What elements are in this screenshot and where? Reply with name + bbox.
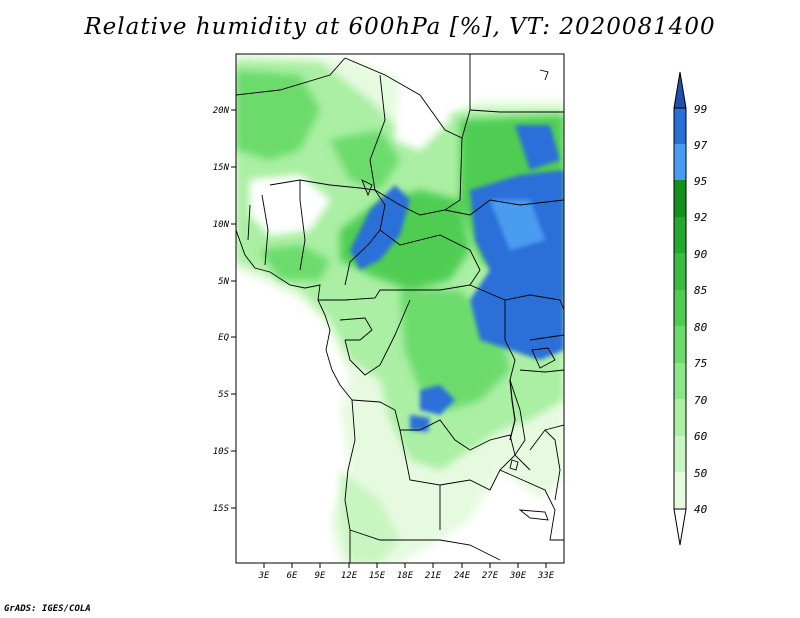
- lon-label: 15E: [369, 571, 386, 581]
- map-frame: [235, 53, 565, 564]
- longitude-labels: 3E 6E 9E 12E 15E 18E 21E 24E 27E 30E 33E: [258, 571, 555, 581]
- grads-credit: GrADS: IGES/COLA: [4, 604, 91, 614]
- colorbar-swatch: [674, 290, 686, 326]
- lon-label: 12E: [341, 571, 358, 581]
- lon-label: 6E: [287, 571, 298, 581]
- lat-label: EQ: [218, 333, 229, 343]
- colorbar-swatch: [674, 326, 686, 363]
- lat-label: 10N: [213, 220, 230, 230]
- lat-label: 20N: [213, 106, 230, 116]
- lat-label: 10S: [213, 447, 230, 457]
- axis-ticks: [231, 109, 547, 568]
- colorbar-swatch: [674, 217, 686, 253]
- colorbar-swatch: [674, 363, 686, 399]
- lon-label: 9E: [315, 571, 326, 581]
- colorbar-label: 70: [694, 394, 708, 407]
- colorbar-label: 80: [694, 321, 708, 334]
- lon-label: 24E: [454, 571, 471, 581]
- colorbar-label: 85: [694, 284, 707, 297]
- lat-label: 15N: [213, 163, 230, 173]
- colorbar-label: 90: [694, 248, 708, 261]
- colorbar-swatch: [674, 436, 686, 472]
- colorbar-label: 97: [694, 139, 708, 152]
- colorbar-swatch: [674, 144, 686, 180]
- colorbar-label: 95: [694, 175, 707, 188]
- lat-label: 5N: [218, 277, 229, 287]
- lon-label: 18E: [397, 571, 414, 581]
- colorbar-label: 60: [694, 430, 708, 443]
- colorbar-swatch: [674, 399, 686, 436]
- lon-label: 27E: [482, 571, 499, 581]
- lon-label: 33E: [537, 571, 555, 581]
- latitude-labels: 20N 15N 10N 5N EQ 5S 10S 15S: [213, 106, 230, 514]
- colorbar-top-arrow: [673, 71, 687, 109]
- colorbar-swatch: [674, 180, 686, 217]
- colorbar-swatch: [674, 108, 686, 144]
- lat-label: 15S: [213, 504, 230, 514]
- colorbar-label: 50: [694, 467, 708, 480]
- colorbar-bottom-arrow: [673, 508, 687, 546]
- lat-label: 5S: [218, 390, 229, 400]
- colorbar-label: 40: [694, 503, 708, 516]
- humidity-92-97: [350, 125, 564, 432]
- colorbar-label: 75: [694, 357, 707, 370]
- colorbar: 99 97 95 92 90 85 80 75 70 60 50 40: [673, 71, 708, 546]
- colorbar-swatch: [674, 472, 686, 509]
- lon-label: 3E: [258, 571, 270, 581]
- colorbar-swatch: [674, 253, 686, 290]
- lon-label: 21E: [425, 571, 442, 581]
- humidity-field: [236, 54, 564, 563]
- colorbar-label: 92: [694, 211, 708, 224]
- lon-label: 30E: [509, 571, 527, 581]
- country-borders: [236, 54, 564, 563]
- map-title: Relative humidity at 600hPa [%], VT: 202…: [84, 14, 716, 40]
- colorbar-label: 99: [694, 103, 707, 116]
